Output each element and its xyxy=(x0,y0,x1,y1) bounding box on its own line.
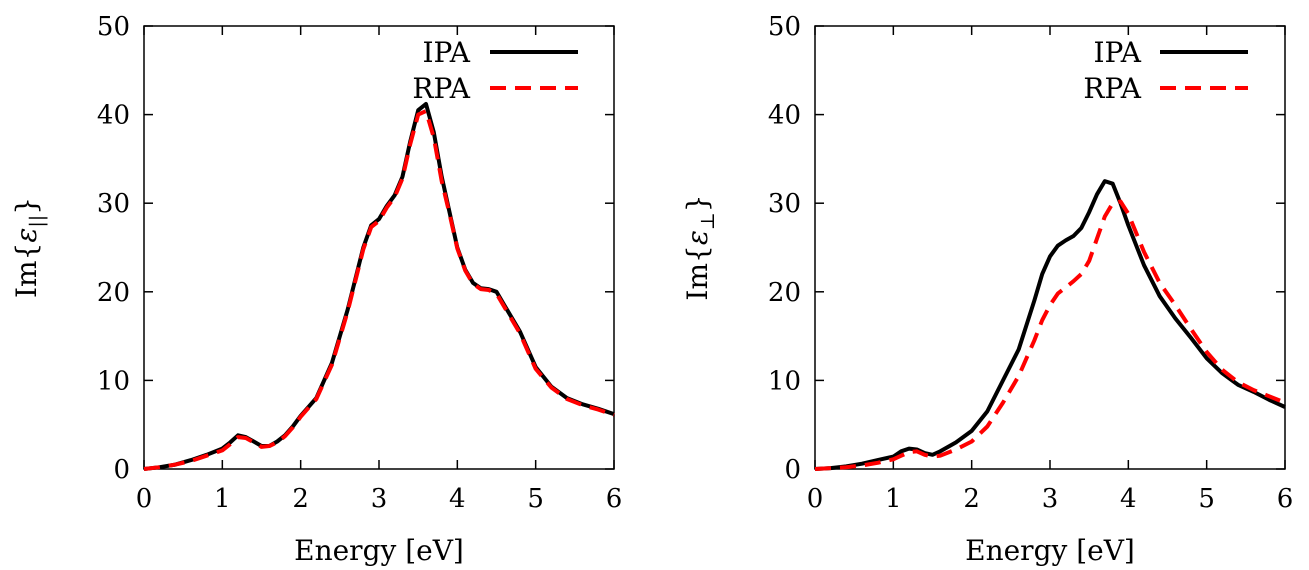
chart-0-y-tick-label: 50 xyxy=(97,12,130,42)
chart-0-x-tick-label: 3 xyxy=(371,484,388,514)
chart-0-y-tick-label: 0 xyxy=(113,455,130,485)
chart-1-y-tick-label: 0 xyxy=(784,455,801,485)
chart-1-legend-label-ipa: IPA xyxy=(1093,36,1141,69)
chart-1-x-tick-label: 1 xyxy=(885,484,902,514)
chart-0-x-tick-label: 4 xyxy=(449,484,466,514)
chart-1-plot-frame xyxy=(814,25,1286,470)
chart-1-x-tick-label: 5 xyxy=(1198,484,1215,514)
chart-1-y-tick-label: 50 xyxy=(768,12,801,42)
chart-0-x-tick-label: 1 xyxy=(214,484,231,514)
chart-0-y-label-subscript: || xyxy=(26,215,48,228)
chart-0-y-tick-label: 20 xyxy=(97,278,130,308)
chart-0-y-label-symbol: ε xyxy=(10,228,43,243)
chart-0-series-ipa-line xyxy=(143,102,615,471)
chart-0-legend-label-rpa: RPA xyxy=(412,72,470,105)
chart-0-x-tick-label: 5 xyxy=(527,484,544,514)
chart-0-legend-label-ipa: IPA xyxy=(422,36,470,69)
chart-0-x-tick-label: 2 xyxy=(292,484,309,514)
chart-0-x-axis-label: Energy [eV] xyxy=(294,534,464,567)
chart-1-series-rpa-line xyxy=(814,199,1286,471)
chart-1-x-tick-label: 3 xyxy=(1042,484,1059,514)
chart-1-y-label-symbol: ε xyxy=(681,230,714,245)
chart-0-x-tick-label: 6 xyxy=(606,484,623,514)
chart-0-series-rpa-line xyxy=(143,109,615,471)
chart-1-y-tick-label: 40 xyxy=(768,101,801,131)
chart-1-series-ipa-line xyxy=(814,179,1286,471)
chart-0-plot-frame xyxy=(143,25,615,470)
chart-0-y-label-suffix: } xyxy=(10,197,43,215)
chart-1-x-axis-label: Energy [eV] xyxy=(965,534,1135,567)
chart-1-y-label-suffix: } xyxy=(681,194,714,212)
chart-1-x-tick-label: 0 xyxy=(807,484,824,514)
chart-1-y-tick-label: 30 xyxy=(768,189,801,219)
chart-1-y-label-subscript: ⊥ xyxy=(697,212,719,230)
chart-0-y-tick-label: 40 xyxy=(97,101,130,131)
chart-1-x-tick-label: 4 xyxy=(1120,484,1137,514)
chart-1-y-axis-label: Im{ε⊥} xyxy=(681,194,719,300)
chart-panel-perpendicular: 0 1 2 3 4 5 6 0 10 20 30 40 50 Energy [eV] Im{ε⊥} IPARP… xyxy=(681,12,1293,567)
chart-panel-parallel: 0 1 2 3 4 5 6 0 10 20 30 40 50 Energy [eV] Im{ε||} IPAR… xyxy=(10,12,622,567)
chart-1-y-tick-label: 10 xyxy=(768,366,801,396)
chart-1-x-tick-label: 6 xyxy=(1277,484,1294,514)
chart-1-legend-label-rpa: RPA xyxy=(1083,72,1141,105)
chart-0-y-axis-label: Im{ε||} xyxy=(10,197,48,298)
chart-1-y-label-prefix: Im{ xyxy=(681,245,714,300)
chart-0-y-tick-label: 30 xyxy=(97,189,130,219)
chart-0-y-tick-label: 10 xyxy=(97,366,130,396)
chart-1-x-tick-label: 2 xyxy=(963,484,980,514)
chart-0-x-tick-label: 0 xyxy=(136,484,153,514)
chart-1-y-tick-label: 20 xyxy=(768,278,801,308)
chart-0-y-label-prefix: Im{ xyxy=(10,243,43,298)
